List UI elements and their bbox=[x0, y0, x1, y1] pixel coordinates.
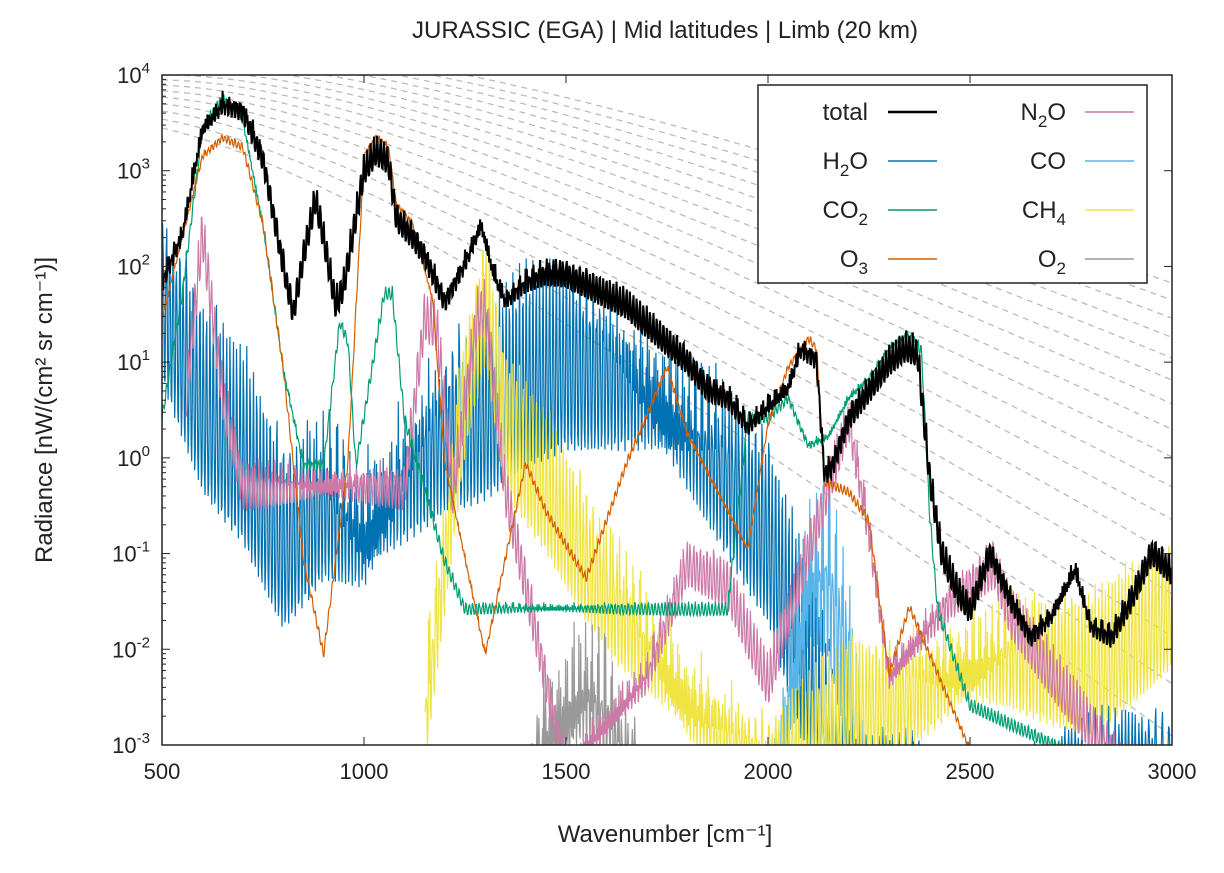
x-tick-label: 500 bbox=[144, 759, 181, 784]
legend-label-ch4: CH4 bbox=[1022, 197, 1066, 229]
x-tick-label: 3000 bbox=[1148, 759, 1197, 784]
legend: total H2O CO2 O3 N2O CO CH4 O2 bbox=[757, 84, 1148, 284]
y-tick-label: 101 bbox=[117, 347, 150, 375]
legend-label-co2: CO2 bbox=[823, 197, 868, 229]
x-tick-label: 1000 bbox=[340, 759, 389, 784]
series-total bbox=[162, 90, 1172, 648]
x-tick-label: 2500 bbox=[946, 759, 995, 784]
planck-curve-220K bbox=[162, 96, 1172, 556]
y-axis: 104 103 102 101 100 10-1 10-2 10-3 bbox=[112, 60, 1172, 758]
planck-curve-240K bbox=[162, 84, 1172, 488]
planck-curve-270K bbox=[238, 75, 1172, 405]
planck-curve-280K bbox=[283, 75, 1172, 381]
legend-label-o2: O2 bbox=[1038, 246, 1066, 278]
planck-curve-260K bbox=[162, 75, 1172, 430]
legend-label-total: total bbox=[823, 99, 868, 126]
x-axis-label: Wavenumber [cm⁻¹] bbox=[558, 821, 773, 848]
series-group bbox=[162, 90, 1172, 745]
y-tick-label: 104 bbox=[117, 60, 150, 88]
series-co2 bbox=[162, 93, 1069, 745]
x-tick-label: 1500 bbox=[542, 759, 591, 784]
legend-label-h2o: H2O bbox=[823, 148, 868, 180]
series-ch4 bbox=[424, 246, 1172, 745]
legend-label-co: CO bbox=[1030, 148, 1066, 175]
series-o2 bbox=[531, 621, 636, 745]
legend-label-n2o: N2O bbox=[1021, 99, 1066, 131]
y-tick-label: 10-3 bbox=[112, 730, 150, 758]
y-tick-label: 100 bbox=[117, 443, 150, 471]
legend-label-o3: O3 bbox=[840, 246, 868, 278]
legend-box bbox=[757, 84, 1148, 284]
series-o3 bbox=[162, 133, 970, 745]
y-tick-label: 10-1 bbox=[112, 539, 150, 567]
series-h2o bbox=[162, 223, 1171, 745]
x-tick-label: 2000 bbox=[744, 759, 793, 784]
y-tick-label: 103 bbox=[117, 156, 150, 184]
planck-reference-curves bbox=[162, 75, 1172, 737]
y-tick-label: 102 bbox=[117, 251, 150, 279]
planck-curve-250K bbox=[162, 79, 1172, 458]
y-axis-label: Radiance [nW/(cm² sr cm⁻¹)] bbox=[31, 257, 58, 563]
planck-curve-180K bbox=[162, 127, 1172, 737]
x-axis: 500 1000 1500 2000 2500 3000 bbox=[144, 75, 1197, 784]
plot-frame bbox=[161, 74, 1173, 746]
planck-curve-290K bbox=[322, 75, 1172, 359]
chart-title: JURASSIC (EGA) | Mid latitudes | Limb (2… bbox=[412, 17, 918, 44]
y-tick-label: 10-2 bbox=[112, 634, 150, 662]
